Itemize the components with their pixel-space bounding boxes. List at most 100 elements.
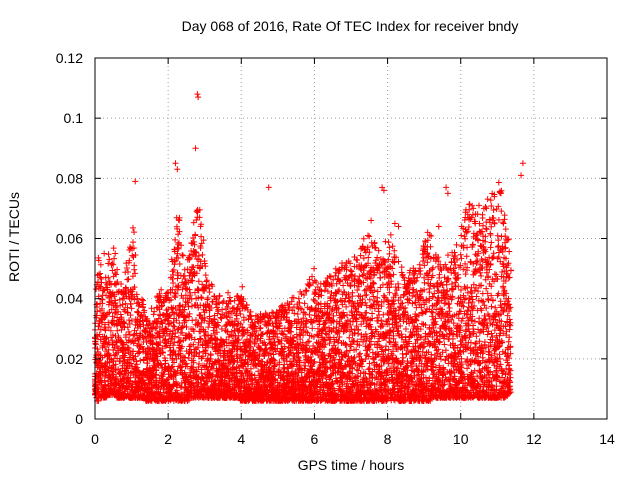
data-point	[117, 371, 124, 378]
data-point	[92, 381, 99, 388]
data-point	[109, 341, 116, 348]
data-point	[132, 251, 139, 258]
data-point	[114, 278, 121, 285]
data-point	[134, 367, 141, 374]
data-point	[120, 358, 127, 365]
data-point	[179, 251, 186, 258]
data-point	[109, 267, 116, 274]
data-point	[113, 280, 120, 287]
data-point	[365, 232, 372, 239]
data-point	[144, 315, 151, 322]
data-point	[129, 252, 136, 259]
data-point	[114, 266, 121, 273]
data-point	[138, 296, 145, 303]
data-point	[138, 378, 145, 385]
data-point	[386, 244, 393, 251]
data-point	[115, 308, 122, 315]
data-point	[127, 360, 134, 367]
data-point	[106, 359, 113, 366]
data-point	[304, 338, 311, 345]
data-point	[97, 270, 104, 277]
data-point	[93, 286, 100, 293]
data-point	[127, 374, 134, 381]
data-point	[310, 296, 317, 303]
data-point	[130, 239, 137, 246]
data-point	[124, 365, 131, 372]
data-point	[295, 295, 302, 302]
data-point	[140, 309, 147, 316]
data-point	[382, 343, 389, 350]
data-point	[103, 394, 110, 401]
data-point	[311, 265, 318, 272]
data-point	[117, 311, 124, 318]
data-point	[98, 379, 105, 386]
data-point	[112, 361, 119, 368]
data-point	[240, 317, 247, 324]
data-point	[172, 236, 179, 243]
data-point	[199, 251, 206, 258]
data-point	[206, 289, 213, 296]
data-point	[133, 291, 140, 298]
data-point	[124, 309, 131, 316]
data-point	[96, 283, 103, 290]
data-point	[97, 336, 104, 343]
data-point	[357, 350, 364, 357]
data-point	[146, 345, 153, 352]
data-point	[144, 360, 151, 367]
data-point	[104, 378, 111, 385]
data-point	[110, 245, 117, 252]
data-point	[112, 270, 119, 277]
data-point	[102, 335, 109, 342]
data-point	[102, 386, 109, 393]
data-point	[92, 341, 99, 348]
data-point	[111, 291, 118, 298]
data-point	[111, 310, 118, 317]
data-point	[97, 261, 104, 268]
data-point	[136, 332, 143, 339]
data-point	[137, 323, 144, 330]
data-point	[102, 327, 109, 334]
data-point	[135, 299, 142, 306]
data-point	[104, 363, 111, 370]
data-point	[122, 370, 129, 377]
data-point	[385, 239, 392, 246]
data-point	[125, 276, 132, 283]
data-point	[97, 326, 104, 333]
data-point	[134, 324, 141, 331]
data-point	[170, 280, 177, 287]
data-point	[140, 334, 147, 341]
data-point	[115, 366, 122, 373]
data-point	[174, 241, 181, 248]
data-point	[93, 301, 100, 308]
data-point	[93, 312, 100, 319]
data-point	[120, 306, 127, 313]
data-point	[258, 331, 265, 338]
data-point	[131, 229, 138, 236]
data-point	[125, 268, 132, 275]
data-point	[124, 276, 131, 283]
data-point	[104, 284, 111, 291]
data-point	[366, 296, 373, 303]
data-point	[187, 369, 194, 376]
data-point	[96, 318, 103, 325]
data-point	[193, 317, 200, 324]
data-point	[362, 292, 369, 299]
data-point	[349, 289, 356, 296]
data-point	[95, 363, 102, 370]
data-point	[374, 254, 381, 261]
data-point	[133, 358, 140, 365]
data-point	[196, 360, 203, 367]
data-point	[121, 320, 128, 327]
data-point	[306, 338, 313, 345]
data-point	[386, 250, 393, 257]
data-point	[134, 295, 141, 302]
data-point	[117, 358, 124, 365]
data-point	[96, 331, 103, 338]
data-point	[302, 362, 309, 369]
data-point	[122, 334, 129, 341]
data-point	[105, 251, 112, 258]
data-point	[98, 305, 105, 312]
data-point	[195, 278, 202, 285]
data-point	[120, 341, 127, 348]
